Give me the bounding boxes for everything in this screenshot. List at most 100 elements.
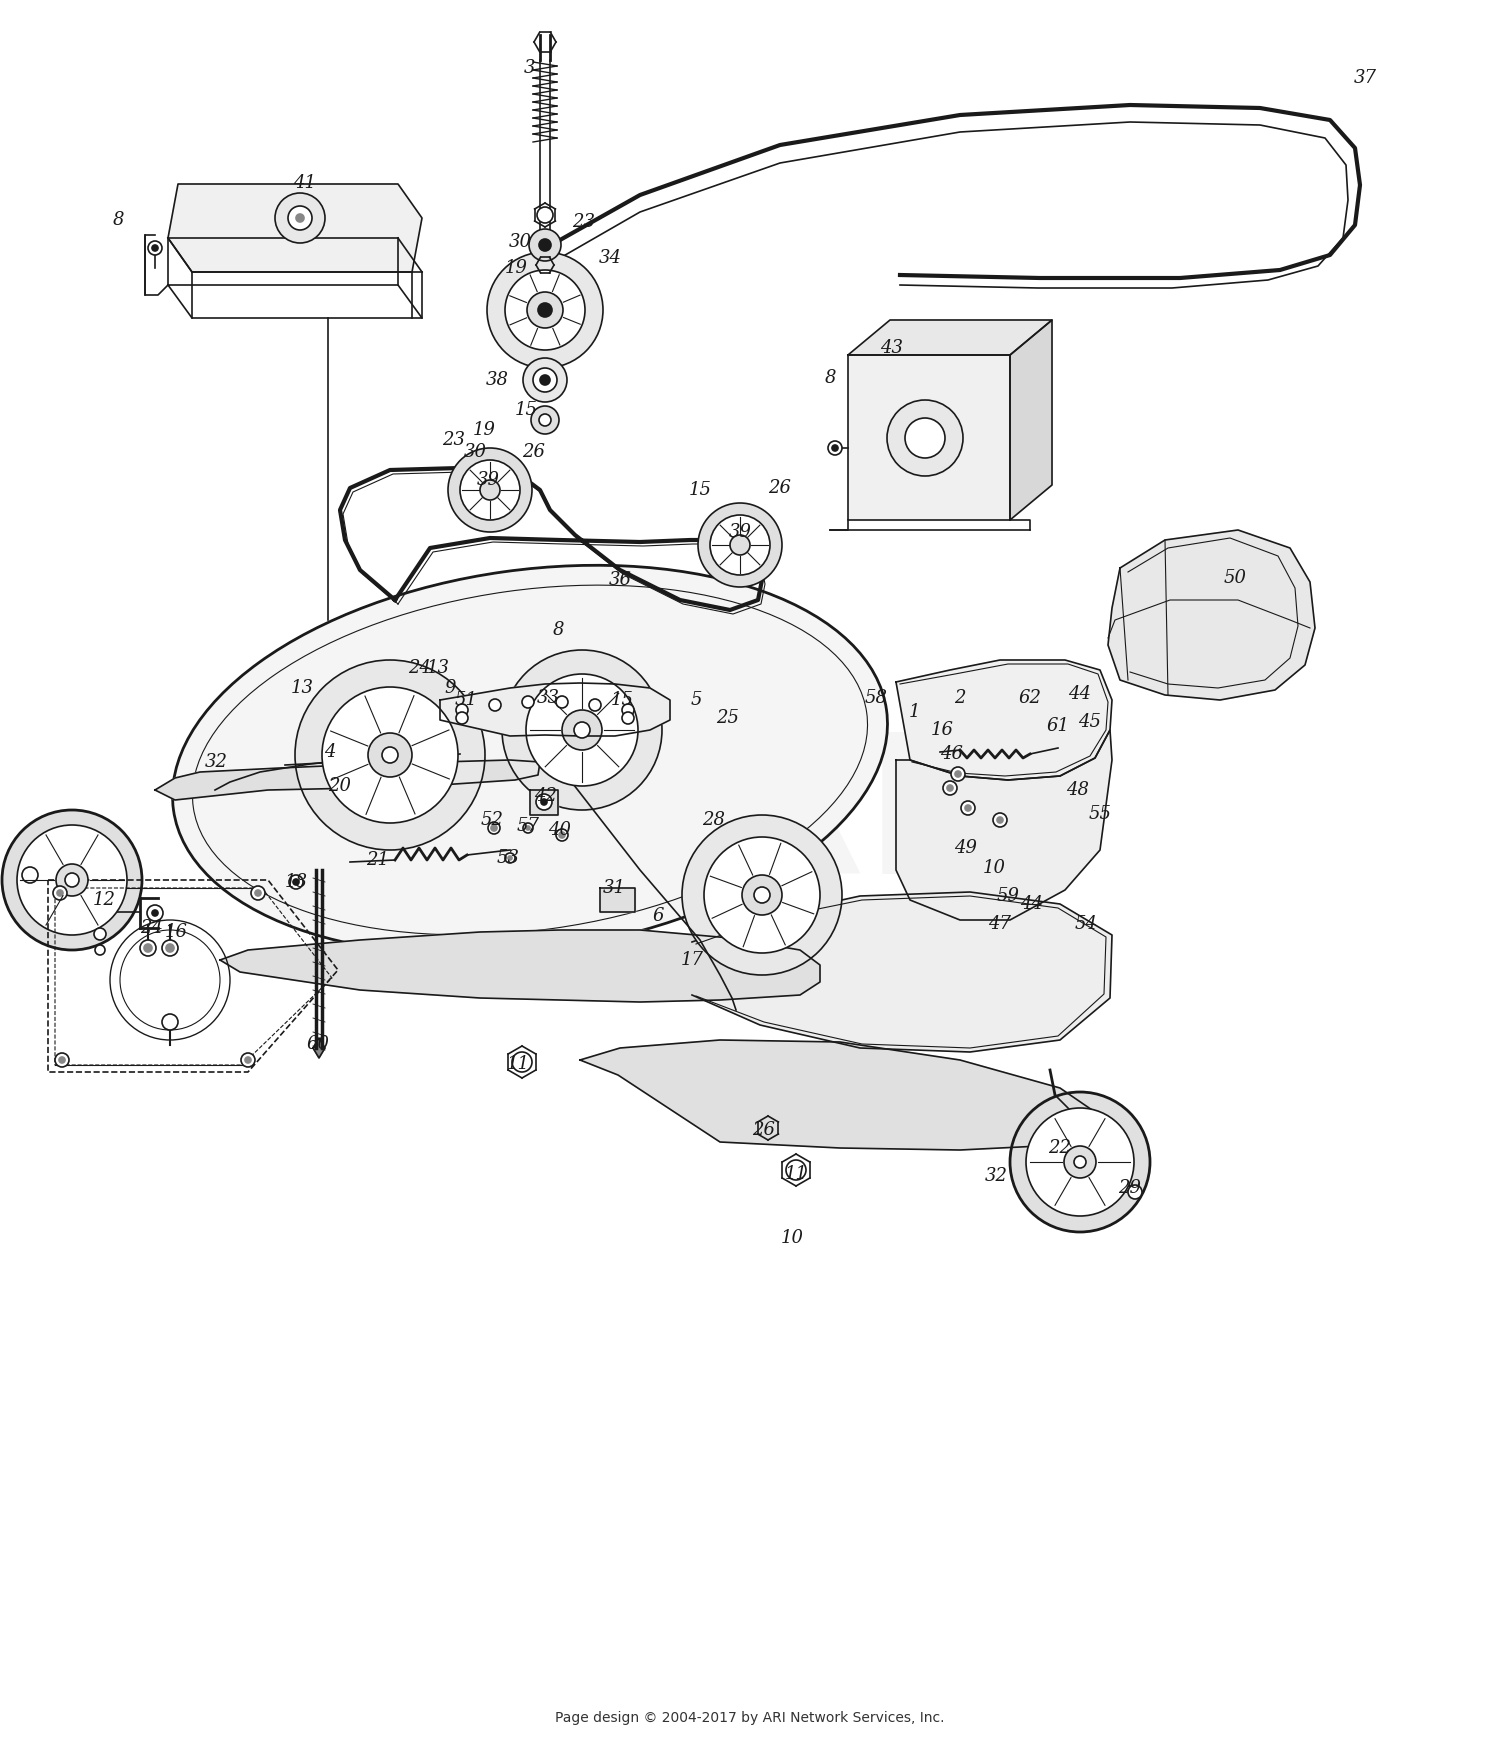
Text: 26: 26 — [753, 1122, 776, 1139]
Circle shape — [94, 945, 105, 956]
Circle shape — [53, 886, 68, 900]
Circle shape — [531, 406, 560, 434]
Circle shape — [509, 856, 512, 859]
Circle shape — [251, 886, 266, 900]
Text: 42: 42 — [534, 788, 558, 805]
Text: 53: 53 — [496, 849, 519, 866]
Circle shape — [506, 270, 585, 350]
Text: ARI: ARI — [564, 726, 936, 914]
Circle shape — [590, 698, 602, 710]
Circle shape — [152, 910, 157, 915]
Circle shape — [56, 864, 88, 896]
Text: 30: 30 — [464, 443, 486, 460]
Text: 37: 37 — [1353, 68, 1377, 88]
Polygon shape — [168, 184, 422, 271]
Circle shape — [162, 1013, 178, 1031]
Circle shape — [944, 780, 957, 794]
Circle shape — [255, 891, 261, 896]
Polygon shape — [154, 760, 540, 800]
Circle shape — [536, 794, 552, 810]
Circle shape — [530, 229, 561, 261]
Circle shape — [730, 536, 750, 555]
Circle shape — [542, 800, 548, 805]
Circle shape — [162, 940, 178, 956]
Circle shape — [382, 747, 398, 763]
Circle shape — [296, 214, 304, 222]
Circle shape — [682, 816, 842, 975]
Text: 32: 32 — [204, 752, 228, 772]
Text: 22: 22 — [1048, 1139, 1071, 1157]
Text: 2: 2 — [954, 690, 966, 707]
Circle shape — [16, 824, 128, 935]
Text: 5: 5 — [690, 691, 702, 709]
Text: 1: 1 — [908, 704, 920, 721]
Circle shape — [754, 887, 770, 903]
Circle shape — [526, 826, 530, 830]
Circle shape — [296, 660, 484, 850]
Text: 18: 18 — [285, 873, 308, 891]
Circle shape — [522, 696, 534, 709]
Text: 34: 34 — [598, 248, 621, 268]
Text: 4: 4 — [324, 744, 336, 761]
Circle shape — [244, 1057, 250, 1062]
Text: 61: 61 — [1047, 718, 1070, 735]
Text: 57: 57 — [516, 817, 540, 835]
Text: 40: 40 — [549, 821, 572, 838]
Circle shape — [503, 649, 662, 810]
Text: 15: 15 — [514, 401, 537, 418]
Text: 25: 25 — [717, 709, 740, 726]
Circle shape — [490, 824, 496, 831]
Text: 54: 54 — [1074, 915, 1098, 933]
Text: Page design © 2004-2017 by ARI Network Services, Inc.: Page design © 2004-2017 by ARI Network S… — [555, 1712, 945, 1726]
Text: 13: 13 — [426, 660, 450, 677]
Text: 20: 20 — [328, 777, 351, 794]
Text: 36: 36 — [609, 570, 631, 590]
Circle shape — [2, 810, 142, 950]
Circle shape — [1064, 1146, 1096, 1178]
Circle shape — [538, 415, 550, 425]
Circle shape — [22, 866, 38, 884]
Circle shape — [506, 852, 515, 863]
Circle shape — [538, 303, 552, 317]
Polygon shape — [530, 789, 558, 816]
Circle shape — [166, 943, 174, 952]
Polygon shape — [896, 730, 1112, 921]
Polygon shape — [692, 892, 1112, 1052]
Circle shape — [148, 242, 162, 256]
Circle shape — [94, 928, 106, 940]
Circle shape — [58, 1057, 64, 1062]
Circle shape — [710, 514, 770, 576]
Circle shape — [574, 723, 590, 738]
Text: 19: 19 — [472, 422, 495, 439]
Polygon shape — [314, 1038, 326, 1059]
Circle shape — [152, 245, 157, 250]
Text: 47: 47 — [988, 915, 1011, 933]
Circle shape — [532, 368, 556, 392]
Text: 15: 15 — [688, 481, 711, 499]
Circle shape — [288, 206, 312, 229]
Circle shape — [489, 698, 501, 710]
Circle shape — [140, 940, 156, 956]
Circle shape — [951, 766, 964, 780]
Circle shape — [526, 674, 638, 786]
Text: 39: 39 — [729, 523, 752, 541]
Circle shape — [828, 441, 842, 455]
Text: 32: 32 — [984, 1167, 1008, 1185]
Polygon shape — [1108, 530, 1316, 700]
Text: 8: 8 — [825, 369, 836, 387]
Circle shape — [964, 805, 970, 810]
Text: 29: 29 — [1119, 1180, 1142, 1197]
Text: 51: 51 — [454, 691, 477, 709]
Polygon shape — [1010, 320, 1052, 520]
Text: 39: 39 — [477, 471, 500, 488]
Text: 3: 3 — [525, 60, 536, 77]
Text: 55: 55 — [1089, 805, 1112, 822]
Text: 60: 60 — [306, 1034, 330, 1054]
Text: 44: 44 — [1020, 894, 1044, 914]
Circle shape — [704, 836, 821, 954]
Polygon shape — [847, 320, 1052, 355]
Circle shape — [622, 712, 634, 724]
Circle shape — [556, 830, 568, 842]
Text: 43: 43 — [880, 340, 903, 357]
Circle shape — [742, 875, 782, 915]
